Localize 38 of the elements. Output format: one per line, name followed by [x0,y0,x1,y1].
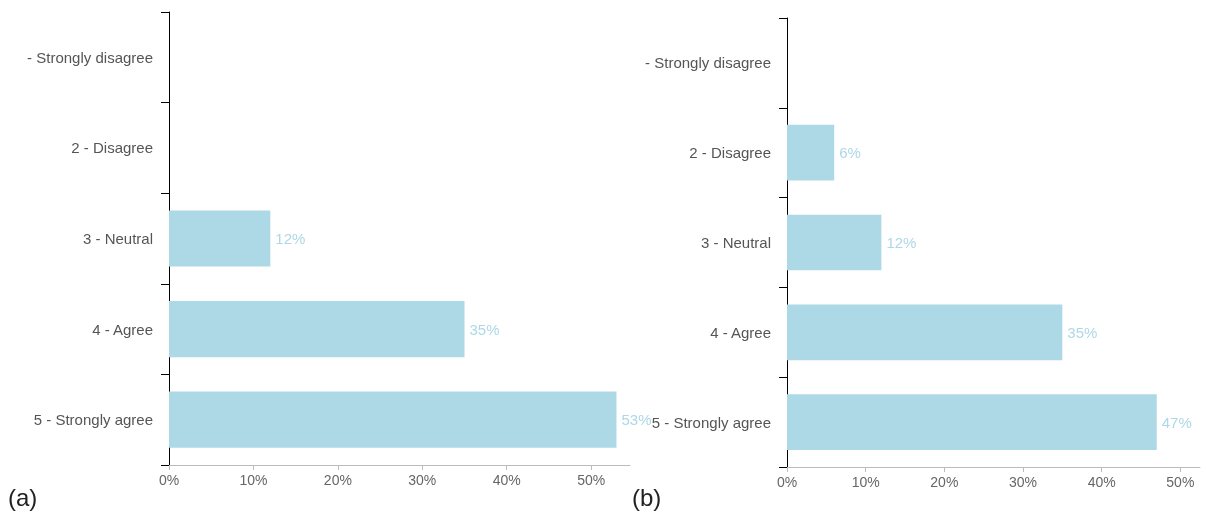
data-label: 47% [1161,413,1192,431]
bar [787,304,1063,361]
bar [787,124,835,181]
y-tick-label: 2 - Disagree [71,139,153,157]
x-tick-label: 10% [851,474,880,490]
bar [169,301,465,358]
bar [169,391,617,448]
x-tick-label: 0% [158,472,180,488]
data-label: 53% [621,411,652,429]
y-tick-label: 5 - Strongly agree [33,411,153,429]
x-tick-label: 20% [323,472,352,488]
bar [787,214,882,271]
x-tick-label: 30% [1008,474,1038,490]
x-tick-label: 50% [1166,474,1195,490]
x-tick-label: 0% [776,474,798,490]
y-tick-label: 2 - Disagree [689,144,771,162]
text: (a) [8,483,38,511]
x-tick-label: 10% [239,472,268,488]
x-tick-label: 40% [492,472,521,488]
y-tick-label: 3 - Neutral [82,230,153,247]
bar [787,394,1157,450]
y-tick-label: 4 - Agree [92,320,153,338]
data-label: 35% [1067,323,1098,341]
y-tick-label: - Strongly disagree [27,48,153,66]
x-tick-label: 20% [930,474,959,490]
y-tick-label: 5 - Strongly agree [651,413,771,431]
x-tick-label: 30% [408,472,437,488]
y-tick-label: - Strongly disagree [645,54,771,72]
y-tick-label: 3 - Neutral [700,234,771,251]
y-tick-label: 4 - Agree [710,323,771,341]
x-tick-label: 40% [1087,474,1116,490]
text: (b) [632,483,662,511]
data-label: 12% [886,234,917,251]
data-label: 12% [275,230,306,247]
data-label: 6% [839,144,861,162]
bar [169,210,271,267]
x-tick-label: 50% [577,472,606,488]
data-label: 35% [469,320,500,338]
